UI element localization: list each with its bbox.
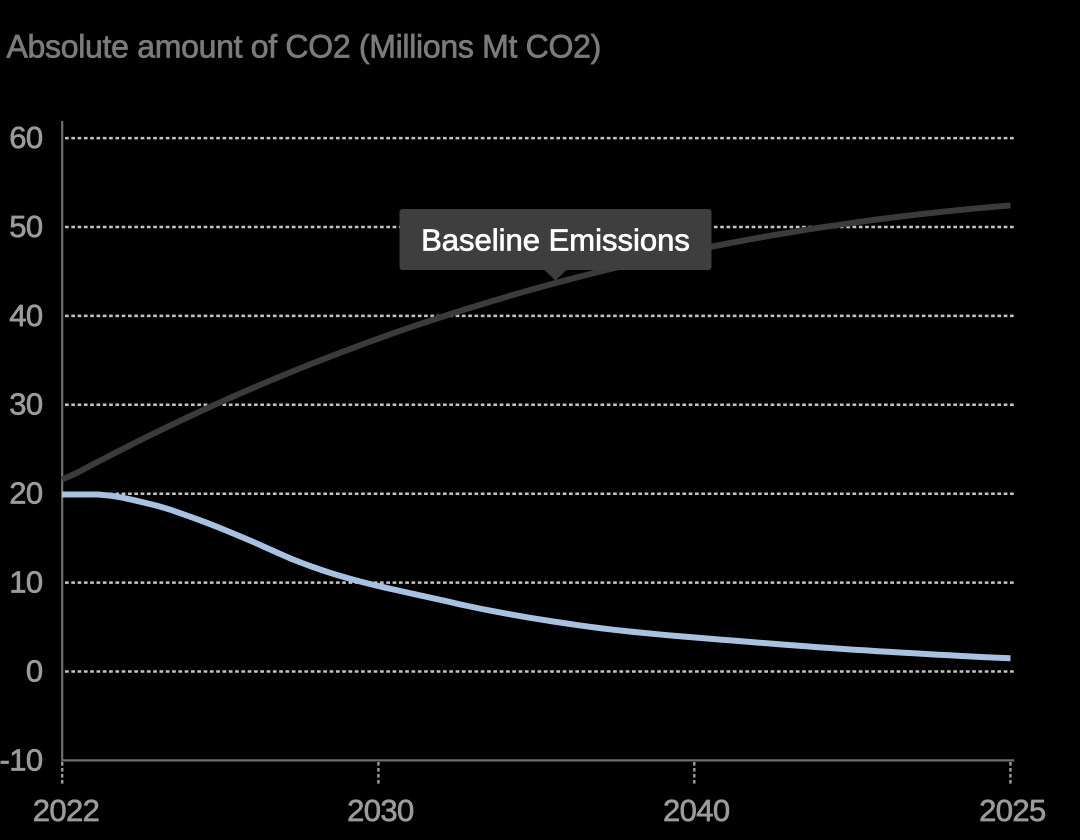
svg-text:2025: 2025 bbox=[979, 793, 1046, 828]
svg-text:30: 30 bbox=[9, 387, 43, 422]
svg-text:Absolute amount of CO2 (Millio: Absolute amount of CO2 (Millions Mt CO2) bbox=[7, 29, 601, 65]
svg-text:10: 10 bbox=[9, 565, 43, 600]
svg-text:2040: 2040 bbox=[663, 793, 730, 828]
svg-text:2022: 2022 bbox=[33, 793, 100, 828]
svg-text:20: 20 bbox=[9, 476, 43, 511]
svg-text:50: 50 bbox=[9, 209, 43, 244]
svg-text:2030: 2030 bbox=[347, 793, 414, 828]
svg-text:0: 0 bbox=[26, 653, 43, 688]
svg-text:Baseline Emissions: Baseline Emissions bbox=[421, 223, 690, 258]
svg-text:60: 60 bbox=[9, 120, 43, 155]
svg-text:-10: -10 bbox=[0, 742, 43, 777]
svg-text:40: 40 bbox=[9, 298, 43, 333]
